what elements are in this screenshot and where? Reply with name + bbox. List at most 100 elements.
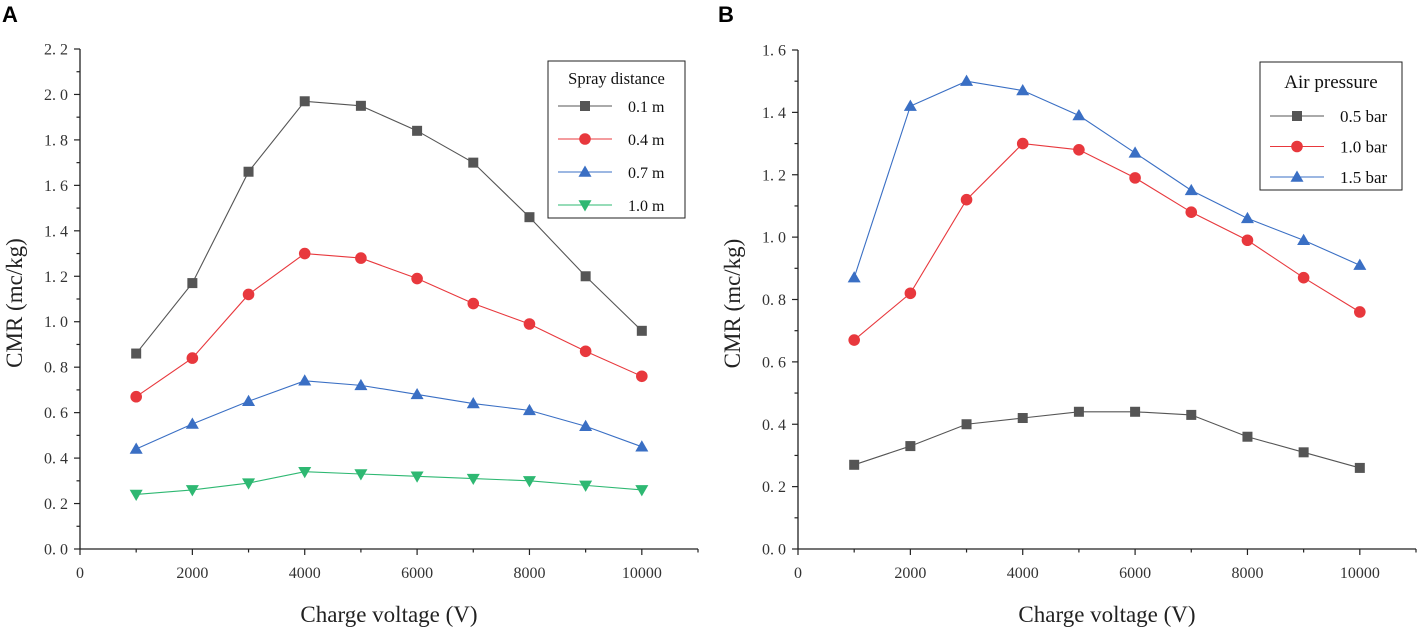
x-tick-label: 2000 — [894, 565, 926, 582]
x-tick-label: 6000 — [1119, 565, 1151, 582]
data-point — [298, 247, 311, 260]
y-tick-label: 1. 2 — [44, 269, 68, 286]
data-point — [849, 459, 860, 470]
data-point — [523, 318, 536, 330]
data-point — [131, 348, 142, 359]
x-axis-title: Charge voltage (V) — [300, 602, 477, 627]
y-tick-label: 1. 6 — [762, 43, 786, 60]
x-tick-label: 0 — [76, 565, 84, 582]
data-point — [1016, 84, 1030, 96]
data-point — [1242, 431, 1253, 442]
data-point — [579, 419, 593, 431]
data-point — [242, 394, 256, 406]
y-axis-title: CMR (mc/kg) — [720, 239, 745, 369]
data-point — [410, 387, 424, 400]
panel-label-b: B — [718, 2, 734, 27]
x-tick-label: 0 — [794, 565, 802, 582]
data-point — [187, 278, 198, 289]
x-tick-label: 4000 — [1007, 565, 1039, 582]
legend-marker — [1292, 111, 1302, 121]
data-point — [1241, 234, 1254, 247]
data-point — [299, 96, 310, 107]
y-tick-label: 1. 4 — [762, 105, 786, 122]
y-tick-label: 0. 6 — [44, 405, 68, 422]
data-point — [354, 378, 368, 391]
data-point — [1297, 271, 1310, 284]
data-point — [522, 403, 536, 416]
data-point — [1186, 409, 1197, 420]
y-tick-label: 0. 2 — [762, 479, 786, 496]
data-point — [961, 419, 972, 430]
chart-panel-a: 0 2000 4000 6000 8000 10000 0. 0 0. 2 0. 4 0. 6 0.… — [2, 42, 699, 627]
y-tick-label: 2. 2 — [44, 42, 68, 59]
data-point — [243, 166, 254, 177]
series-line-3 — [135, 380, 643, 450]
data-point — [905, 441, 916, 452]
y-tick-label: 0. 4 — [762, 417, 786, 434]
data-point — [1072, 108, 1086, 121]
y-tick-label: 0. 0 — [762, 542, 786, 559]
x-axis-title: Charge voltage (V) — [1018, 602, 1195, 627]
data-point — [410, 471, 424, 483]
data-point — [1073, 144, 1085, 156]
legend: Spray distance 0.1 m 0.4 m 0.7 m 1.0 m — [547, 60, 686, 219]
data-point — [579, 480, 593, 492]
legend-label: 1.0 bar — [1340, 138, 1388, 157]
legend-label: 0.5 bar — [1340, 107, 1388, 126]
y-tick-label: 2. 0 — [44, 87, 68, 104]
data-point — [1353, 258, 1367, 270]
data-point — [1185, 206, 1198, 218]
data-point — [466, 473, 480, 486]
x-tick-label: 2000 — [176, 565, 208, 582]
data-point — [1017, 413, 1028, 424]
data-point — [185, 485, 199, 497]
data-point — [468, 157, 479, 168]
y-tick-label: 0. 0 — [44, 542, 68, 559]
legend-marker — [1290, 170, 1304, 182]
data-point — [635, 440, 649, 452]
data-point — [242, 478, 256, 490]
data-point — [522, 476, 536, 488]
data-point — [579, 345, 592, 358]
data-point — [411, 272, 423, 285]
data-point — [355, 252, 367, 264]
legend-label: 0.4 m — [628, 132, 665, 149]
y-tick-label: 0. 2 — [44, 496, 68, 513]
legend-label: 1.0 m — [628, 198, 665, 215]
legend-label: 0.1 m — [628, 99, 665, 116]
data-point — [848, 334, 860, 346]
legend-label: 1.5 bar — [1340, 168, 1388, 187]
y-tick-label: 1. 6 — [44, 178, 68, 195]
data-point — [242, 288, 255, 301]
legend-marker — [579, 133, 591, 145]
data-point — [298, 374, 312, 386]
data-point — [129, 489, 143, 501]
data-point — [467, 297, 480, 310]
data-point — [904, 287, 917, 300]
chart-panel-b: 0 2000 4000 6000 8000 10000 0. 0 0. 2 0. 4 0. 6 0.… — [720, 43, 1417, 627]
data-point — [1128, 146, 1142, 158]
panel-label-a: A — [2, 2, 18, 27]
data-point — [1298, 447, 1309, 458]
x-tick-label: 4000 — [289, 565, 321, 582]
data-point — [298, 467, 312, 479]
x-tick-label: 10000 — [622, 565, 662, 582]
series-line-3 — [853, 80, 1361, 278]
y-tick-label: 0. 6 — [762, 354, 786, 371]
y-tick-label: 0. 8 — [44, 360, 68, 377]
data-point — [960, 74, 974, 86]
data-point — [354, 469, 368, 481]
series-line-2 — [853, 142, 1361, 341]
data-point — [1184, 183, 1198, 196]
data-point — [636, 370, 648, 383]
data-point — [130, 390, 142, 403]
data-point — [1016, 137, 1029, 150]
x-tick-label: 10000 — [1340, 565, 1380, 582]
data-point — [524, 212, 535, 223]
series-line-1 — [135, 100, 643, 354]
legend-label: 0.7 m — [628, 165, 665, 182]
data-point — [129, 442, 143, 454]
legend-box — [1259, 61, 1403, 191]
legend-title: Air pressure — [1284, 72, 1377, 93]
data-point — [1354, 306, 1366, 318]
